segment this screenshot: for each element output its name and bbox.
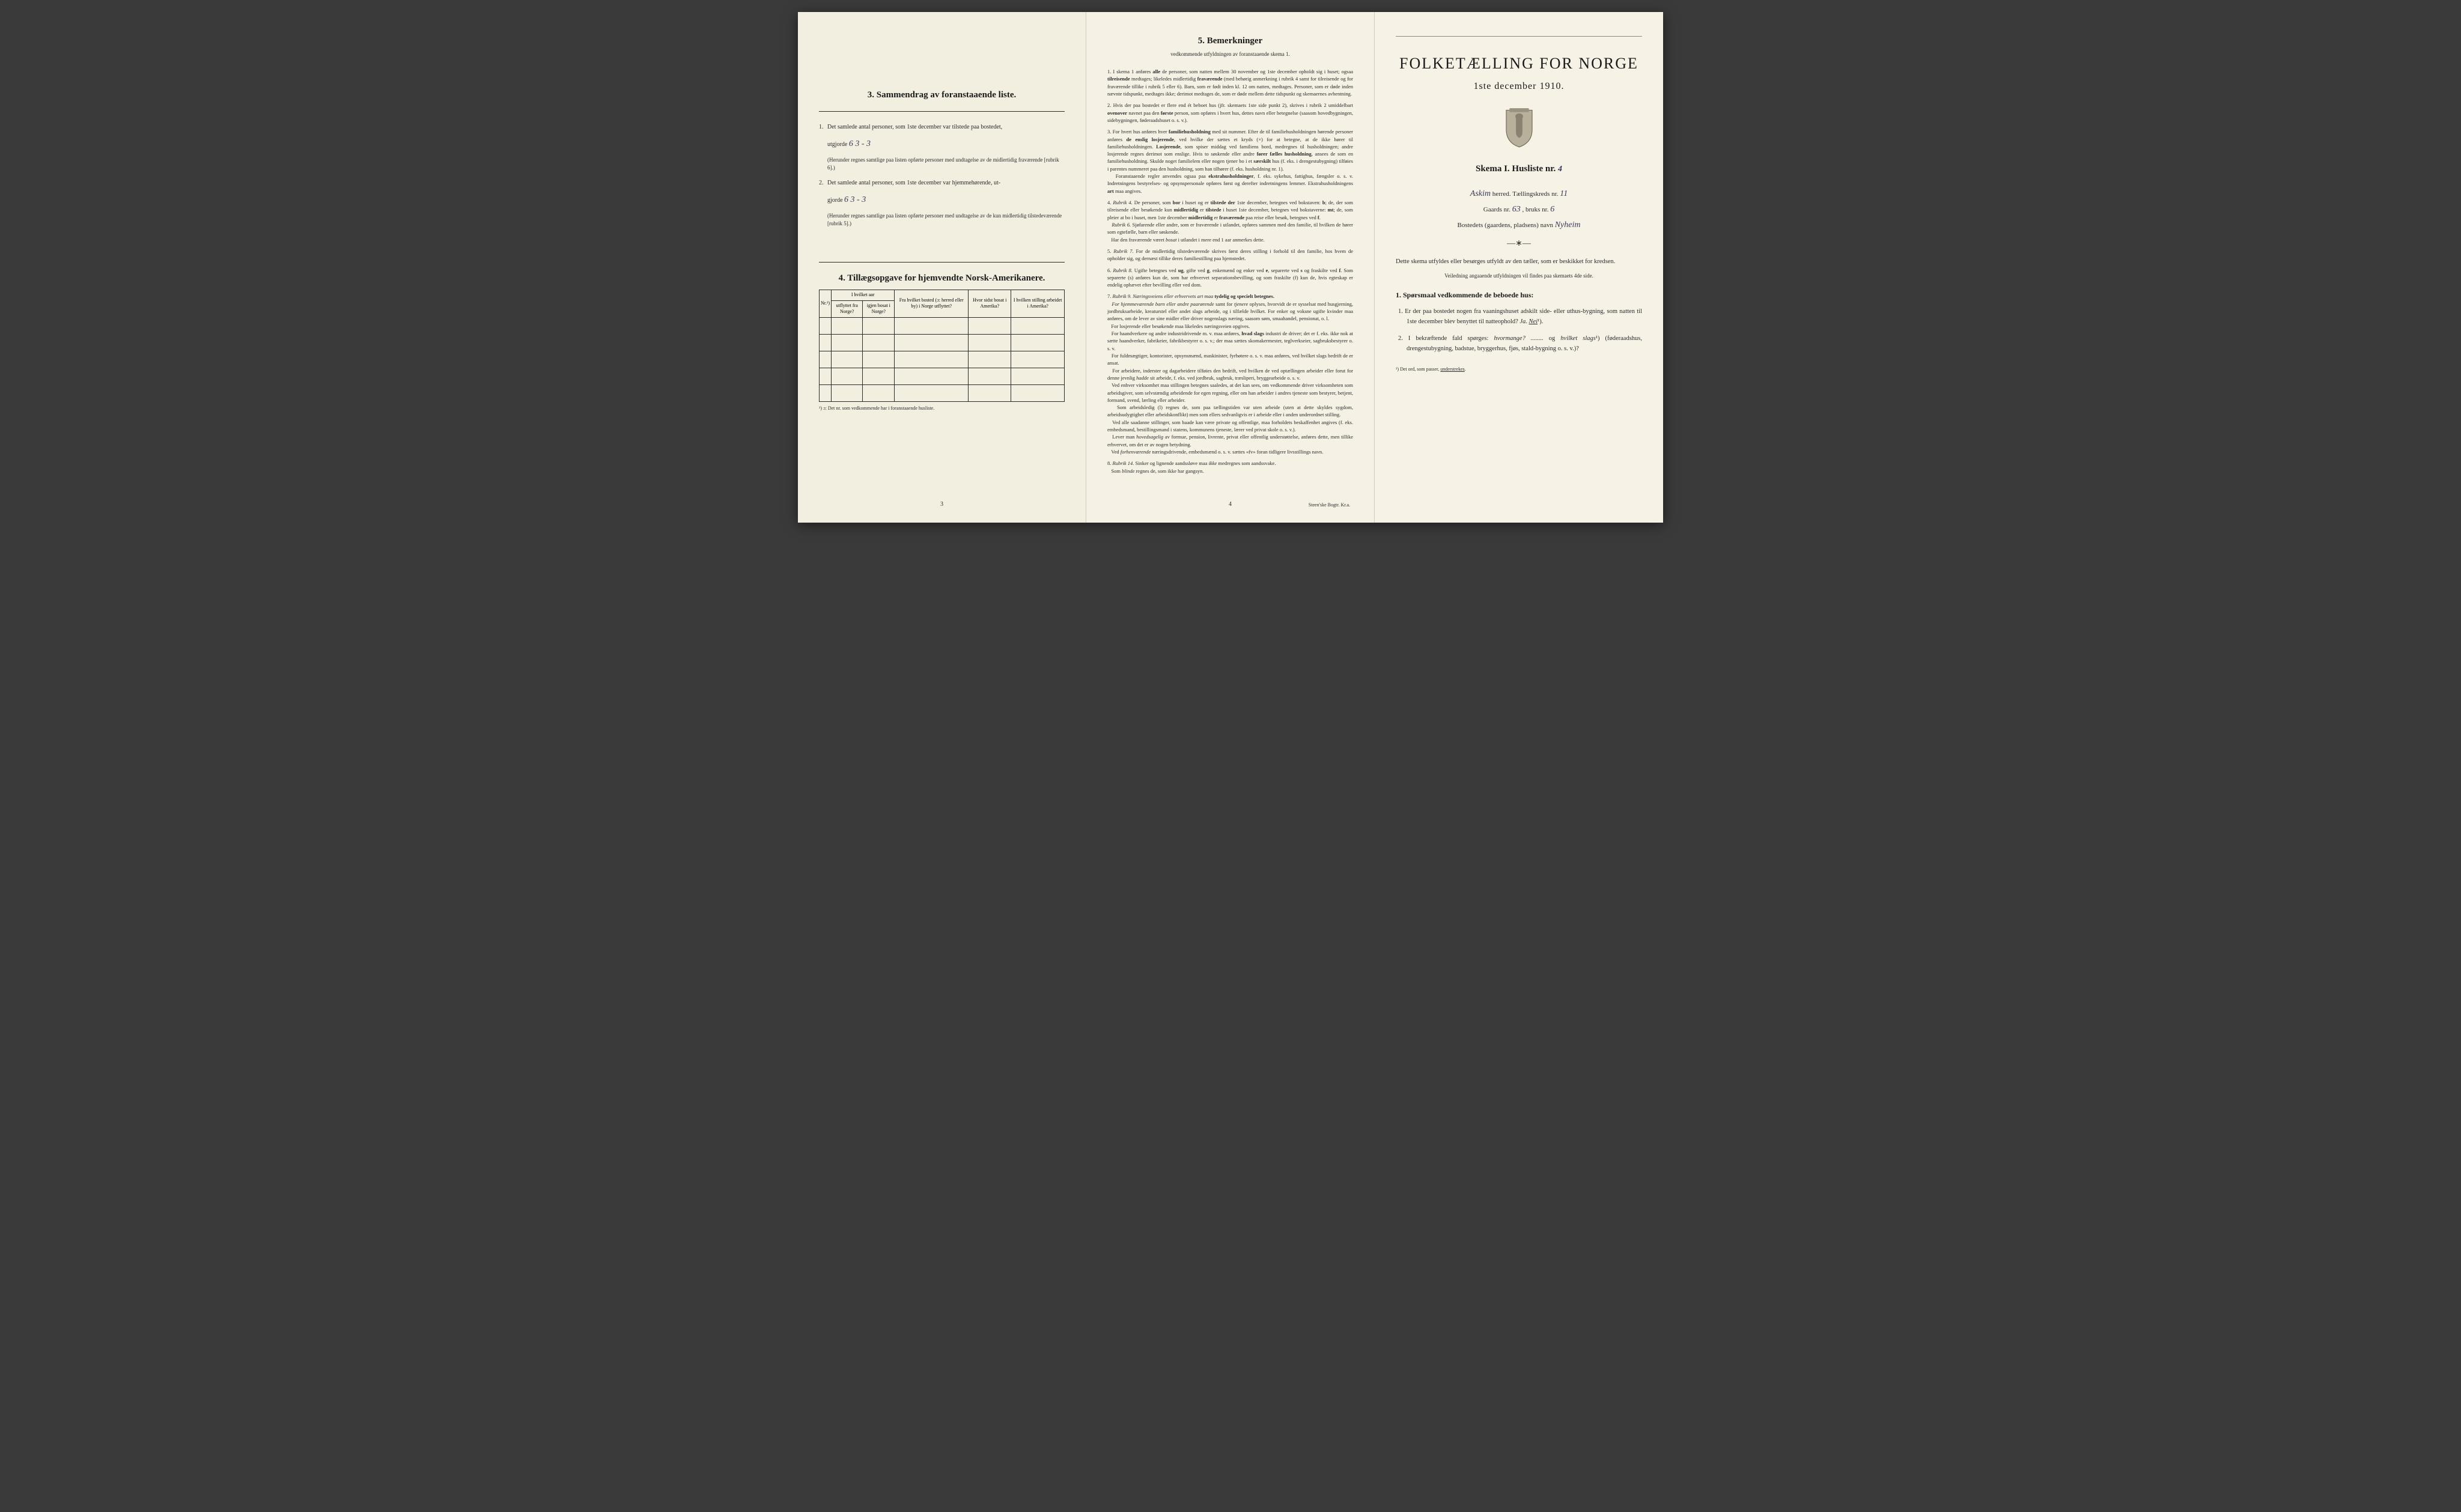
col-utflyttet: utflyttet fra Norge? xyxy=(832,300,863,317)
page-4: 5. Bemerkninger vedkommende utfyldningen… xyxy=(1086,12,1375,523)
amerikanere-table: Nr.¹) I hvilket aar Fra hvilket bosted (… xyxy=(819,290,1065,401)
husliste-nr: 4 xyxy=(1558,165,1562,174)
col-sidst: Hvor sidst bosat i Amerika? xyxy=(969,290,1011,317)
remark-item: 1. I skema 1 anføres alle de personer, s… xyxy=(1107,68,1353,97)
question-1: 1. Er der paa bostedet nogen fra vaaning… xyxy=(1407,307,1642,327)
coat-of-arms-icon xyxy=(1396,107,1642,152)
bosted-name: Nyheim xyxy=(1555,220,1581,229)
printer-mark: Steen'ske Bogtr. Kr.a. xyxy=(1309,502,1350,508)
footnote: ¹) Det ord, som passer, understrekes. xyxy=(1396,366,1642,372)
col-nr: Nr.¹) xyxy=(820,290,832,317)
remark-item: 6. Rubrik 8. Ugifte betegnes ved ug, gif… xyxy=(1107,267,1353,289)
page-number: 4 xyxy=(1229,501,1232,508)
remark-item: 3. For hvert hus anføres hver familiehus… xyxy=(1107,128,1353,195)
document-spread: 3. Sammendrag av foranstaaende liste. 1.… xyxy=(798,12,1663,523)
section-3-heading: 3. Sammendrag av foranstaaende liste. xyxy=(819,90,1065,100)
handwritten-count-1: 6 3 - 3 xyxy=(849,139,871,148)
item-2: 2.Det samlede antal personer, som 1ste d… xyxy=(819,178,1065,187)
page-number: 3 xyxy=(940,501,943,508)
handwritten-count-2: 6 3 - 3 xyxy=(844,195,866,204)
item-1: 1.Det samlede antal personer, som 1ste d… xyxy=(819,123,1065,132)
bosted-line: Bostedets (gaardens, pladsens) navn Nyhe… xyxy=(1396,220,1642,230)
gaard-line: Gaards nr. 63 , bruks nr. 6 xyxy=(1396,205,1642,214)
col-igjen: igjen bosat i Norge? xyxy=(863,300,895,317)
section-4-heading: 4. Tillægsopgave for hjemvendte Norsk-Am… xyxy=(819,273,1065,284)
main-title: FOLKETÆLLING FOR NORGE xyxy=(1396,55,1642,73)
divider xyxy=(819,111,1065,112)
instruction-small: Veiledning angaaende utfyldningen vil fi… xyxy=(1396,273,1642,279)
kreds-nr: 11 xyxy=(1560,189,1568,198)
question-2: 2. I bekræftende fald spørges: hvormange… xyxy=(1407,334,1642,354)
remarks-list: 1. I skema 1 anføres alle de personer, s… xyxy=(1107,68,1353,475)
bruks-nr: 6 xyxy=(1550,205,1554,214)
col-stilling: I hvilken stilling arbeidet i Amerika? xyxy=(1011,290,1065,317)
remark-item: 7. Rubrik 9. Næringsveiens eller erhverv… xyxy=(1107,293,1353,455)
remark-item: 5. Rubrik 7. For de midlertidig tilstede… xyxy=(1107,247,1353,263)
ornament-icon: ―∗― xyxy=(1396,238,1642,249)
item-2-fill: gjorde 6 3 - 3 xyxy=(827,193,1065,206)
gaard-nr: 63 xyxy=(1512,205,1521,214)
skema-line: Skema I. Husliste nr. 4 xyxy=(1396,164,1642,174)
herred-name: Askim xyxy=(1470,189,1491,198)
item-1-fill: utgjorde 6 3 - 3 xyxy=(827,138,1065,150)
page-cover: FOLKETÆLLING FOR NORGE 1ste december 191… xyxy=(1375,12,1663,523)
section-5-heading: 5. Bemerkninger xyxy=(1107,36,1353,46)
top-rule xyxy=(1396,36,1642,37)
remark-item: 2. Hvis der paa bostedet er flere end ét… xyxy=(1107,102,1353,124)
col-aar-group: I hvilket aar xyxy=(832,290,895,300)
item-1-note: (Herunder regnes samtlige paa listen opf… xyxy=(827,156,1065,171)
section-5-sub: vedkommende utfyldningen av foranstaaend… xyxy=(1107,51,1353,57)
instruction-main: Dette skema utfyldes eller besørges utfy… xyxy=(1396,257,1642,267)
col-bosted: Fra hvilket bosted (ɔ: herred eller by) … xyxy=(895,290,969,317)
page-3: 3. Sammendrag av foranstaaende liste. 1.… xyxy=(798,12,1086,523)
table-footnote: ¹) ɔ: Det nr. som vedkommende har i fora… xyxy=(819,405,1065,411)
remark-item: 8. Rubrik 14. Sinker og lignende aandssl… xyxy=(1107,460,1353,475)
census-date: 1ste december 1910. xyxy=(1396,81,1642,92)
divider xyxy=(819,262,1065,263)
herred-line: Askim herred. Tællingskreds nr. 11 xyxy=(1396,189,1642,199)
remark-item: 4. Rubrik 4. De personer, som bor i huse… xyxy=(1107,199,1353,243)
question-heading: 1. Spørsmaal vedkommende de beboede hus: xyxy=(1396,291,1642,300)
item-2-note: (Herunder regnes samtlige paa listen opf… xyxy=(827,212,1065,227)
table-body xyxy=(820,317,1065,401)
